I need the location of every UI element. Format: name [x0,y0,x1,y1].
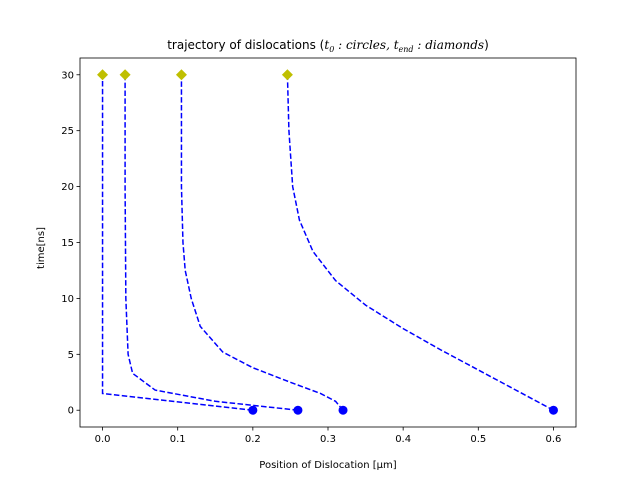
start-marker-1 [248,405,258,415]
x-tick-label: 0.6 [546,434,562,445]
x-tick-label: 0.2 [245,434,261,445]
chart-title: trajectory of dislocations (t0 : circles… [167,38,489,54]
trajectory-line-4 [286,74,554,411]
plot-area [97,69,558,415]
title-tend-subscript: end [399,45,414,54]
trajectory-line-3 [180,74,344,411]
trajectory-line-2 [124,74,299,411]
y-axis-ticks: 0 5 10 15 20 25 30 [61,70,80,417]
title-tend: t [394,38,399,52]
start-marker-3 [338,405,348,415]
x-tick-label: 0.0 [95,434,111,445]
y-tick-label: 5 [68,350,74,361]
y-tick-label: 30 [61,70,74,81]
end-marker-3 [175,69,187,81]
end-marker-1 [97,69,109,81]
trajectory-line-1 [101,74,253,411]
start-marker-4 [548,405,558,415]
y-tick-label: 25 [61,126,74,137]
title-t0-subscript: 0 [329,45,334,54]
title-t0: t [324,38,329,52]
end-marker-2 [119,69,131,81]
x-tick-label: 0.1 [170,434,186,445]
end-marker-4 [281,69,293,81]
start-marker-2 [293,405,303,415]
x-tick-label: 0.4 [395,434,411,445]
y-tick-label: 20 [61,182,74,193]
x-tick-label: 0.3 [320,434,336,445]
title-end-label: diamonds [425,38,484,52]
y-tick-label: 0 [68,406,74,417]
title-start-label: circles [346,38,386,52]
x-tick-label: 0.5 [470,434,486,445]
title-prefix: trajectory of dislocations ( [167,38,324,52]
x-axis-label: Position of Dislocation [μm] [259,460,396,471]
y-axis-label: time[ns] [36,227,47,269]
title-suffix: ) [484,38,489,52]
y-tick-label: 10 [61,294,74,305]
y-tick-label: 15 [61,238,74,249]
plot-frame [79,57,577,428]
x-axis-ticks: 0.0 0.1 0.2 0.3 0.4 0.5 0.6 [95,427,562,445]
